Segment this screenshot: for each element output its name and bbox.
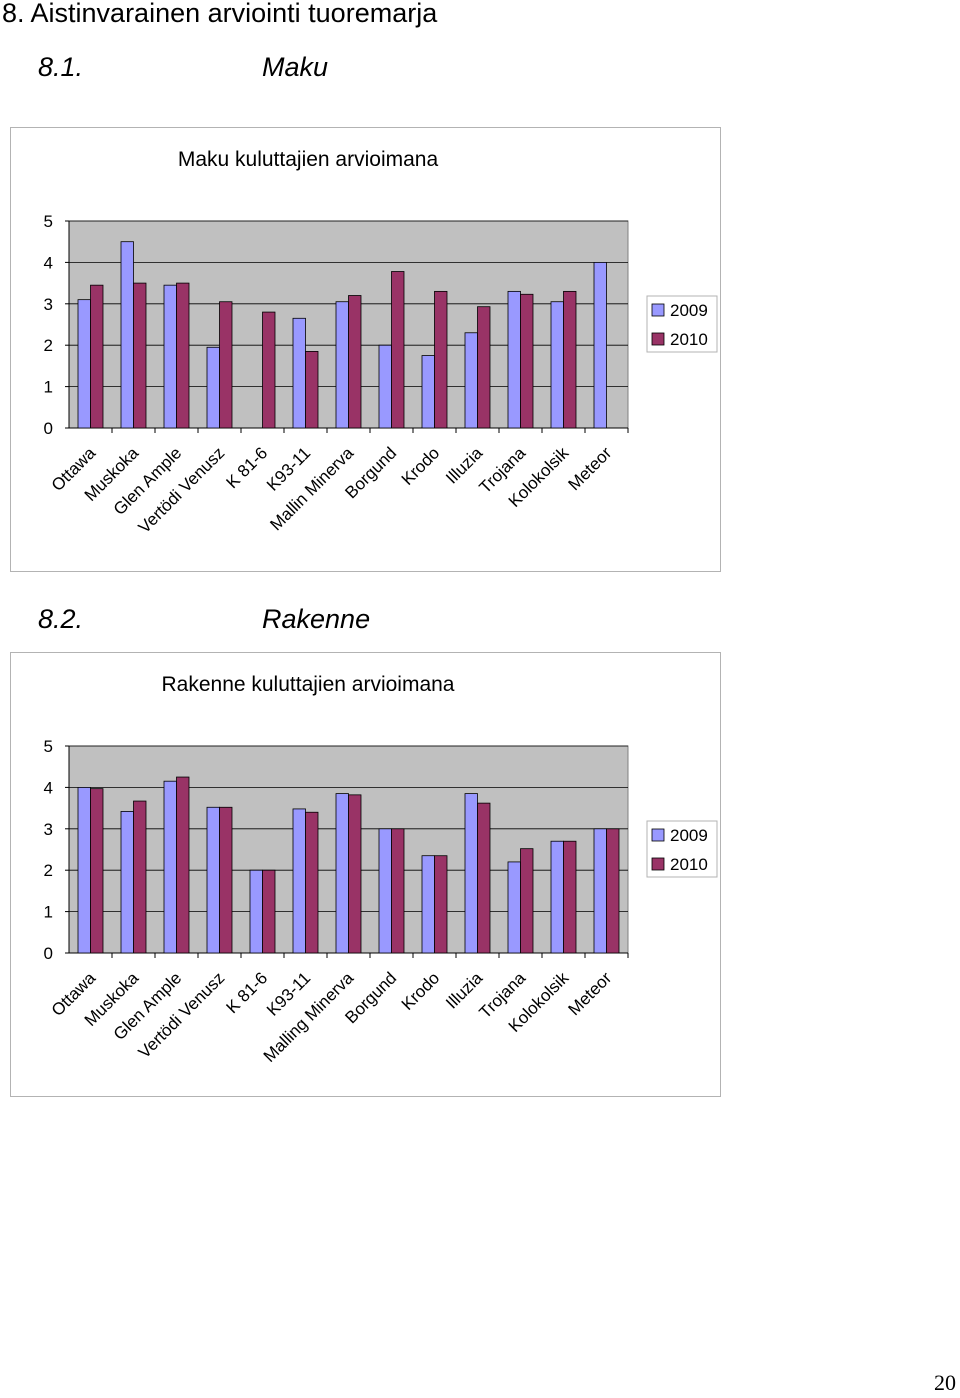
y-tick-label: 5 [44, 737, 53, 756]
bar-2009 [507, 290, 521, 429]
bar-2010 [262, 311, 276, 429]
x-tick-label: K 81-6 [222, 968, 271, 1017]
y-tick-label: 4 [44, 253, 53, 272]
bar-2009 [120, 241, 134, 429]
x-tick-label: Meteor [564, 968, 615, 1019]
legend-label-2010: 2010 [670, 330, 708, 349]
subsection-number: 8.2. [38, 604, 84, 634]
bar-2010 [176, 282, 190, 429]
bar-2010 [606, 828, 620, 954]
bar-2010 [520, 293, 534, 429]
bar-2010 [434, 855, 448, 954]
bar-2009 [120, 811, 134, 954]
section-heading: 8. Aistinvarainen arviointi tuoremarja [2, 0, 438, 28]
bar-2009 [550, 840, 564, 954]
bar-2010 [348, 295, 362, 429]
bar-2009 [77, 299, 91, 429]
subsection-name: Rakenne [262, 604, 371, 634]
bar-2009 [593, 828, 607, 954]
legend-swatch-2010 [651, 332, 665, 346]
bar-2010 [434, 290, 448, 429]
maku-chart-svg: Maku kuluttajien arvioimana012345OttawaM… [44, 148, 718, 537]
y-tick-label: 5 [44, 212, 53, 231]
bar-2009 [464, 332, 478, 429]
bar-2009 [335, 301, 349, 429]
y-tick-label: 1 [44, 903, 53, 922]
bar-2009 [206, 346, 220, 429]
subsection-rakenne: 8.2. Rakenne [38, 604, 458, 638]
bar-2010 [305, 811, 319, 954]
bar-2009 [292, 808, 306, 954]
subsection-maku: 8.1. Maku [38, 52, 458, 86]
chart-title: Maku kuluttajien arvioimana [178, 148, 439, 171]
bar-2009 [249, 869, 263, 954]
legend-label-2009: 2009 [670, 301, 708, 320]
bar-2010 [391, 271, 405, 429]
rakenne-chart: Rakenne kuluttajien arvioimana 0 1 2 3 4 5 Otta… [10, 652, 721, 1097]
bar-2010 [520, 848, 534, 954]
bar-2010 [563, 290, 577, 429]
y-tick-label: 2 [44, 861, 53, 880]
y-tick-label: 4 [44, 778, 53, 797]
bar-2010 [348, 794, 362, 954]
rakenne-chart-svg: Rakenne kuluttajien arvioimana012345Otta… [44, 673, 718, 1066]
bar-2010 [219, 301, 233, 429]
y-tick-label: 2 [44, 336, 53, 355]
x-tick-label: Krodo [398, 443, 444, 489]
bar-2010 [90, 788, 104, 954]
y-tick-label: 0 [44, 944, 53, 963]
bar-2009 [378, 828, 392, 954]
bar-2010 [477, 306, 491, 429]
bar-2010 [477, 802, 491, 954]
bar-2009 [335, 793, 349, 954]
bar-2009 [507, 861, 521, 954]
bar-2009 [550, 301, 564, 429]
chart-title: Rakenne kuluttajien arvioimana [161, 673, 454, 696]
maku-chart: Maku kuluttajien arvioimana 0 1 2 3 4 5 Ottawa M… [10, 127, 721, 572]
bar-2009 [421, 855, 435, 954]
legend-label-2010: 2010 [670, 855, 708, 874]
x-tick-label: Krodo [398, 968, 444, 1014]
legend-swatch-2009 [651, 828, 665, 842]
bar-2010 [305, 351, 319, 429]
bar-2009 [593, 261, 607, 429]
bar-2010 [133, 800, 147, 954]
bar-2009 [421, 355, 435, 429]
bar-2009 [378, 344, 392, 429]
y-tick-label: 3 [44, 295, 53, 314]
bar-2010 [133, 282, 147, 429]
bar-2010 [219, 806, 233, 954]
page-number: 20 [934, 1370, 956, 1395]
x-tick-label: Meteor [564, 443, 615, 494]
bar-2009 [163, 284, 177, 429]
bar-2010 [90, 284, 104, 429]
bar-2010 [563, 840, 577, 954]
legend-label-2009: 2009 [670, 826, 708, 845]
y-tick-label: 3 [44, 820, 53, 839]
bar-2009 [206, 806, 220, 954]
legend-swatch-2009 [651, 303, 665, 317]
bar-2010 [391, 828, 405, 954]
subsection-name: Maku [262, 52, 329, 82]
bar-2009 [464, 793, 478, 954]
y-tick-label: 0 [44, 419, 53, 438]
y-tick-label: 1 [44, 378, 53, 397]
bar-2009 [163, 780, 177, 954]
bar-2009 [292, 317, 306, 429]
bar-2009 [77, 786, 91, 954]
bar-2010 [176, 776, 190, 954]
subsection-number: 8.1. [38, 52, 84, 82]
legend-swatch-2010 [651, 857, 665, 871]
bar-2010 [262, 869, 276, 954]
x-tick-label: K 81-6 [222, 443, 271, 492]
